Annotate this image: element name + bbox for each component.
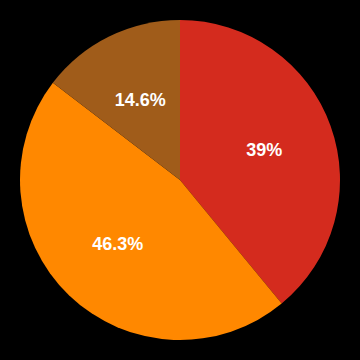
svg-text:14.6%: 14.6% xyxy=(115,90,166,110)
svg-text:39%: 39% xyxy=(246,140,282,160)
svg-text:46.3%: 46.3% xyxy=(92,234,143,254)
